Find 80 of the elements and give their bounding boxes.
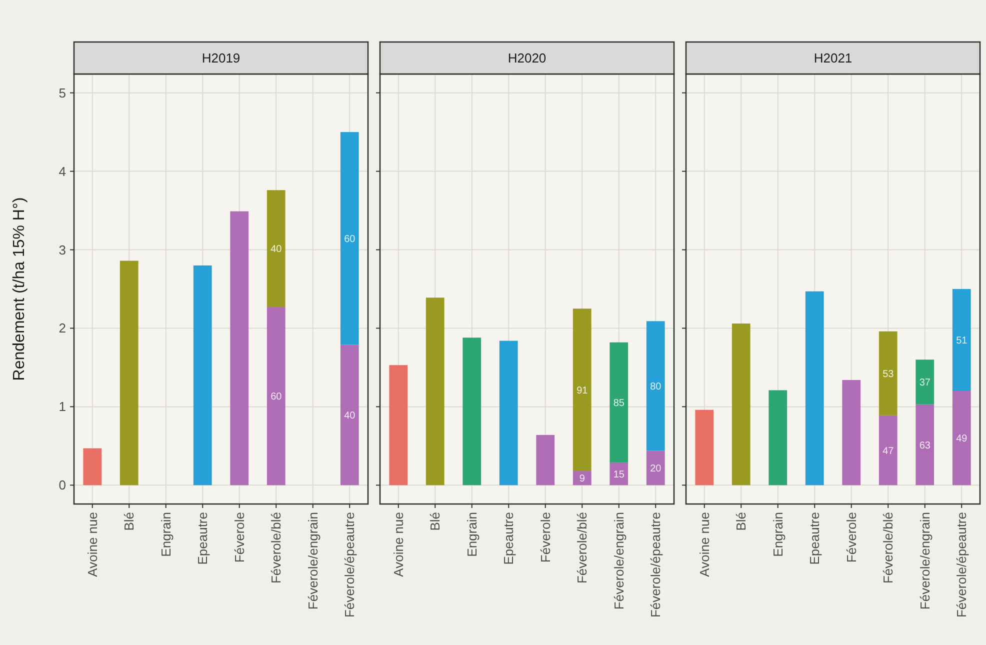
x-tick-label: Féverole <box>844 512 859 563</box>
bar <box>768 390 788 486</box>
bar <box>952 391 971 486</box>
bar <box>610 462 628 486</box>
bar <box>572 308 592 472</box>
bar <box>462 338 482 486</box>
x-tick-label: Féverole/engrain <box>305 512 320 610</box>
y-tick-label: 4 <box>58 164 66 179</box>
x-tick-label: Féverole/épeautre <box>954 512 970 618</box>
annotation: 9 <box>579 474 586 485</box>
bar <box>805 291 824 486</box>
annotation: 49 <box>956 434 968 445</box>
x-tick-label: Blé <box>734 512 749 531</box>
bar <box>916 360 934 404</box>
x-tick-label: Féverole/blé <box>268 512 284 584</box>
bar <box>536 434 555 486</box>
x-tick-label: Féverole/engrain <box>611 512 626 610</box>
bar <box>732 324 750 486</box>
x-tick-label: Blé <box>428 512 443 531</box>
x-tick-label: Féverole <box>232 512 247 563</box>
bar <box>230 211 249 486</box>
annotation: 40 <box>270 244 282 256</box>
bar <box>426 298 444 486</box>
bar <box>572 471 592 486</box>
bar <box>266 190 286 308</box>
y-tick-label: 2 <box>58 320 66 336</box>
x-tick-label: Féverole/épeautre <box>342 512 358 618</box>
bar <box>695 410 714 486</box>
annotation: 40 <box>344 410 356 422</box>
bar <box>266 307 286 486</box>
x-tick-label: Féverole/blé <box>880 512 896 584</box>
bar <box>916 404 934 486</box>
y-axis-title: Rendement (t/ha 15% H°) <box>11 197 28 381</box>
annotation: 85 <box>613 398 625 409</box>
bar <box>842 380 861 486</box>
bar <box>340 344 359 486</box>
y-tick-label: 0 <box>58 478 66 493</box>
bar <box>878 331 898 416</box>
bar <box>120 260 138 486</box>
annotation: 15 <box>613 469 625 480</box>
annotation: 80 <box>650 381 662 392</box>
annotation: 37 <box>919 377 931 388</box>
bar <box>193 265 212 486</box>
y-tick-label: 3 <box>58 242 66 258</box>
bar <box>83 448 102 486</box>
bar <box>878 415 898 486</box>
y-tick-label: 5 <box>58 85 66 100</box>
x-tick-label: Epeautre <box>501 512 516 565</box>
bar <box>646 450 665 486</box>
annotation: 20 <box>650 463 662 474</box>
annotation: 60 <box>344 234 356 245</box>
x-tick-label: Féverole/blé <box>574 512 590 584</box>
bar <box>952 289 971 392</box>
x-tick-label: Féverole/épeautre <box>648 512 664 618</box>
annotation: 60 <box>270 392 282 403</box>
chart-title: H2021 <box>814 50 852 66</box>
x-tick-label: Féverole <box>538 512 553 563</box>
y-tick-label: 1 <box>58 399 66 414</box>
bar <box>389 365 408 486</box>
x-tick-label: Avoine nue <box>390 512 406 577</box>
x-tick-label: Blé <box>122 512 137 531</box>
bar <box>646 321 665 451</box>
bar <box>340 132 359 345</box>
bar <box>499 340 518 486</box>
chart-title: H2019 <box>202 50 240 66</box>
x-tick-label: Engrain <box>158 512 174 557</box>
bar <box>610 342 628 462</box>
annotation: 53 <box>882 368 894 380</box>
x-tick-label: Epeautre <box>195 512 210 565</box>
chart-title: H2020 <box>508 50 546 66</box>
x-tick-label: Engrain <box>464 512 480 557</box>
x-tick-label: Engrain <box>770 512 786 557</box>
x-tick-label: Féverole/engrain <box>917 512 932 610</box>
x-tick-label: Avoine nue <box>696 512 712 577</box>
annotation: 91 <box>576 385 588 396</box>
x-tick-label: Epeautre <box>807 512 822 565</box>
annotation: 63 <box>919 440 931 452</box>
x-tick-label: Avoine nue <box>84 512 100 577</box>
annotation: 47 <box>882 446 894 457</box>
annotation: 51 <box>956 336 968 347</box>
